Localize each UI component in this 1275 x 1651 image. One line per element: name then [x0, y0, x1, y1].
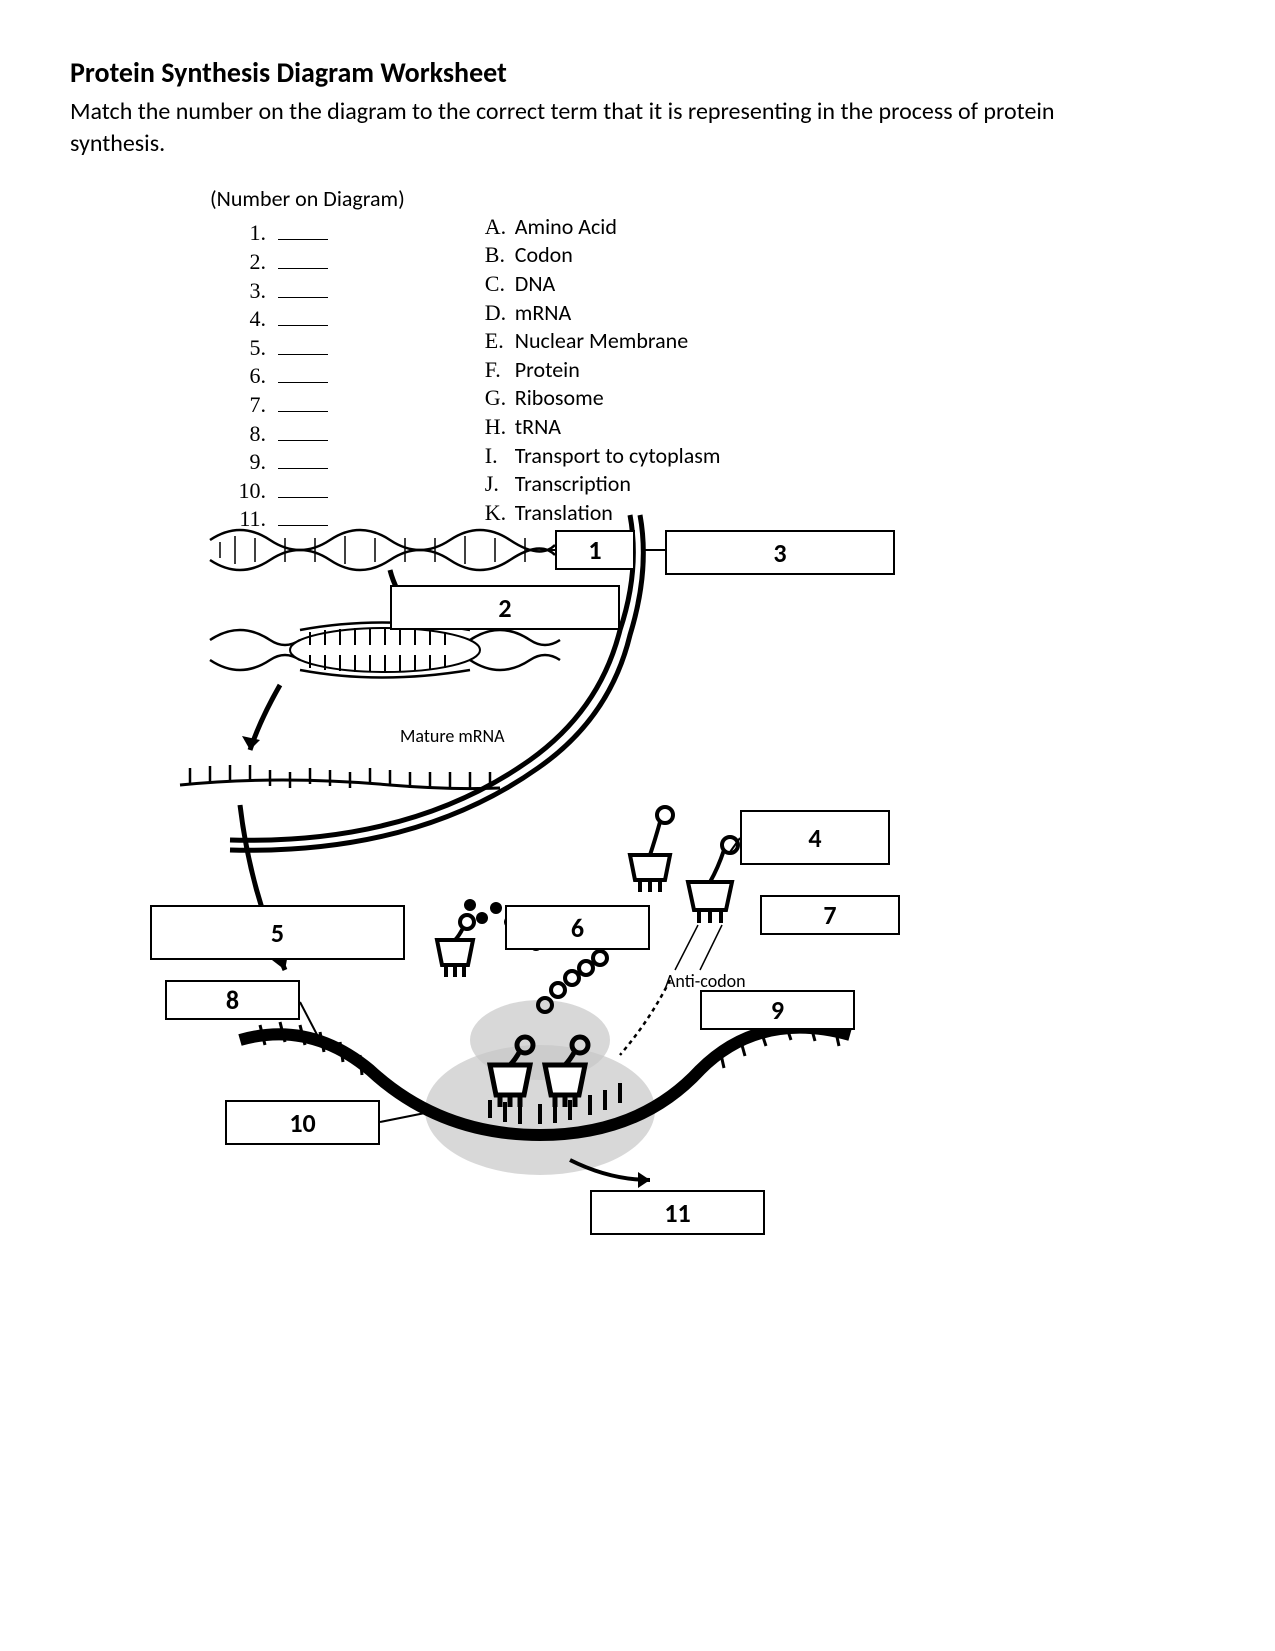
term-letter: A. [485, 213, 515, 242]
number-label: 4. [238, 305, 270, 334]
diagram-label-box-8: 8 [165, 980, 300, 1020]
diagram-label-box-4: 4 [740, 810, 890, 865]
answer-blank[interactable] [278, 440, 328, 441]
term-letter: C. [485, 270, 515, 299]
term-letter: J. [485, 470, 515, 499]
term-letter: I. [485, 442, 515, 471]
answer-blank[interactable] [278, 268, 328, 269]
number-row: 8. [238, 420, 405, 449]
term-letter: H. [485, 413, 515, 442]
term-row: G.Ribosome [485, 384, 721, 413]
number-label: 2. [238, 248, 270, 277]
number-label: 10. [238, 477, 270, 506]
term-letter: E. [485, 327, 515, 356]
answer-blank[interactable] [278, 325, 328, 326]
answer-blank[interactable] [278, 297, 328, 298]
number-label: 5. [238, 334, 270, 363]
worksheet-page: Protein Synthesis Diagram Worksheet Matc… [0, 0, 1275, 1651]
answer-blank[interactable] [278, 354, 328, 355]
term-row: C.DNA [485, 270, 721, 299]
answer-blank[interactable] [278, 411, 328, 412]
term-text: Transport to cytoplasm [515, 442, 721, 471]
term-letter: D. [485, 299, 515, 328]
number-row: 9. [238, 448, 405, 477]
page-title: Protein Synthesis Diagram Worksheet [70, 55, 1205, 90]
term-text: Codon [515, 241, 573, 270]
term-letter: G. [485, 384, 515, 413]
term-row: I.Transport to cytoplasm [485, 442, 721, 471]
protein-synthesis-diagram: Mature mRNA Anti-codon 132 4 7 5 6 8 9 10 11 [110, 510, 1110, 1240]
diagram-label-box-7: 7 [760, 895, 900, 935]
number-row: 4. [238, 305, 405, 334]
matching-columns: (Number on Diagram) 1.2.3.4.5.6.7.8.9.10… [210, 185, 1205, 534]
term-letter: F. [485, 356, 515, 385]
answer-blank[interactable] [278, 468, 328, 469]
number-row: 3. [238, 277, 405, 306]
term-text: DNA [515, 270, 555, 299]
number-row: 10. [238, 477, 405, 506]
diagram-label-box-10: 10 [225, 1100, 380, 1145]
term-row: D.mRNA [485, 299, 721, 328]
diagram-label-box-9: 9 [700, 990, 855, 1030]
diagram-label-box-11: 11 [590, 1190, 765, 1235]
term-row: B.Codon [485, 241, 721, 270]
number-column: (Number on Diagram) 1.2.3.4.5.6.7.8.9.10… [210, 185, 405, 534]
number-row: 2. [238, 248, 405, 277]
term-text: Ribosome [515, 384, 604, 413]
term-text: Amino Acid [515, 213, 617, 242]
number-row: 1. [238, 219, 405, 248]
number-label: 3. [238, 277, 270, 306]
answer-blank[interactable] [278, 382, 328, 383]
number-row: 7. [238, 391, 405, 420]
diagram-label-box-1: 1 [555, 530, 635, 570]
term-row: E.Nuclear Membrane [485, 327, 721, 356]
diagram-label-box-6: 6 [505, 905, 650, 950]
term-text: Transcription [515, 470, 631, 499]
term-text: Nuclear Membrane [515, 327, 688, 356]
number-label: 1. [238, 219, 270, 248]
term-text: Protein [515, 356, 580, 385]
term-row: F.Protein [485, 356, 721, 385]
answer-blank[interactable] [278, 497, 328, 498]
term-text: mRNA [515, 299, 571, 328]
number-label: 7. [238, 391, 270, 420]
number-label: 8. [238, 420, 270, 449]
number-row: 5. [238, 334, 405, 363]
diagram-label-box-3: 3 [665, 530, 895, 575]
instructions-text: Match the number on the diagram to the c… [70, 96, 1120, 161]
term-row: J.Transcription [485, 470, 721, 499]
terms-column: A.Amino AcidB.CodonC.DNAD.mRNAE.Nuclear … [485, 185, 721, 534]
number-row: 6. [238, 362, 405, 391]
term-letter: B. [485, 241, 515, 270]
diagram-label-box-5: 5 [150, 905, 405, 960]
number-label: 9. [238, 448, 270, 477]
number-column-heading: (Number on Diagram) [210, 185, 405, 214]
mature-mrna-label: Mature mRNA [400, 725, 505, 747]
anticodon-label: Anti-codon [665, 970, 746, 992]
term-text: tRNA [515, 413, 561, 442]
diagram-label-box-2: 2 [390, 585, 620, 630]
term-row: H.tRNA [485, 413, 721, 442]
answer-blank[interactable] [278, 239, 328, 240]
term-row: A.Amino Acid [485, 213, 721, 242]
number-label: 6. [238, 362, 270, 391]
